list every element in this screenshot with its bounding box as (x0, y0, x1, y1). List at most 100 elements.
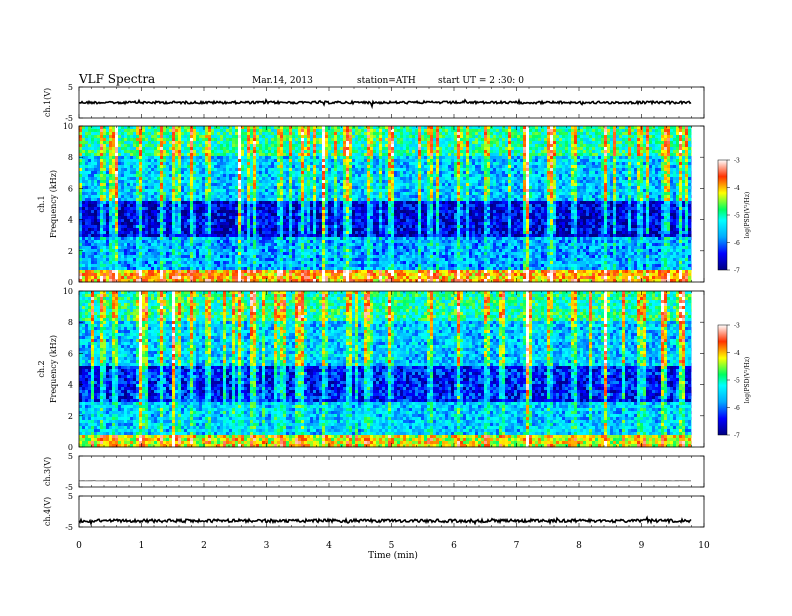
spectrogram-cell (82, 165, 85, 168)
spectrogram-cell (253, 135, 256, 138)
spectrogram-cell (307, 216, 310, 219)
spectrogram-cell (160, 270, 163, 273)
spectrogram-cell (112, 207, 115, 210)
spectrogram-cell (172, 252, 175, 255)
spectrogram-cell (148, 216, 151, 219)
spectrogram-cell (271, 252, 274, 255)
spectrogram-cell (283, 267, 286, 270)
spectrogram-cell (106, 195, 109, 198)
spectrogram-cell (88, 252, 91, 255)
spectrogram-cell (292, 183, 295, 186)
spectrogram-cell (295, 153, 298, 156)
spectrogram-cell (163, 231, 166, 234)
spectrogram-cell (163, 144, 166, 147)
spectrogram-cell (208, 258, 211, 261)
spectrogram-cell (211, 276, 214, 279)
spectrogram-cell (259, 204, 262, 207)
spectrogram-cell (106, 177, 109, 180)
spectrogram-cell (145, 150, 148, 153)
spectrogram-cell (139, 246, 142, 249)
spectrogram-cell (139, 213, 142, 216)
spectrogram-cell (238, 219, 241, 222)
spectrogram-cell (352, 222, 355, 225)
spectrogram-cell (106, 243, 109, 246)
spectrogram-cell (124, 138, 127, 141)
spectrogram-cell (157, 126, 160, 129)
spectrogram-cell (262, 231, 265, 234)
spectrogram-cell (139, 126, 142, 129)
spectrogram-cell (127, 264, 130, 267)
spectrogram-cell (325, 138, 328, 141)
spectrogram-cell (343, 147, 346, 150)
spectrogram-cell (214, 216, 217, 219)
spectrogram-cell (220, 264, 223, 267)
spectrogram-cell (280, 222, 283, 225)
spectrogram-cell (343, 174, 346, 177)
spectrogram-cell (301, 240, 304, 243)
spectrogram-cell (343, 270, 346, 273)
spectrogram-cell (238, 216, 241, 219)
spectrogram-cell (160, 168, 163, 171)
spectrogram-cell (286, 195, 289, 198)
spectrogram-cell (193, 216, 196, 219)
spectrogram-cell (151, 270, 154, 273)
spectrogram-cell (280, 138, 283, 141)
spectrogram-cell (295, 261, 298, 264)
spectrogram-cell (280, 237, 283, 240)
spectrogram-cell (187, 150, 190, 153)
spectrogram-cell (196, 222, 199, 225)
spectrogram-cell (133, 183, 136, 186)
spectrogram-cell (358, 240, 361, 243)
spectrogram-cell (355, 171, 358, 174)
spectrogram-cell (349, 165, 352, 168)
spectrogram-cell (112, 213, 115, 216)
spectrogram-cell (325, 177, 328, 180)
spectrogram-cell (163, 273, 166, 276)
spectrogram-cell (154, 153, 157, 156)
spectrogram-cell (337, 249, 340, 252)
spectrogram-cell (259, 270, 262, 273)
spectrogram-cell (85, 234, 88, 237)
spectrogram-cell (124, 129, 127, 132)
spectrogram-cell (91, 189, 94, 192)
spectrogram-cell (277, 219, 280, 222)
spectrogram-cell (355, 198, 358, 201)
spectrogram-cell (295, 216, 298, 219)
spectrogram-cell (298, 201, 301, 204)
spectrogram-cell (100, 204, 103, 207)
spectrogram-cell (118, 234, 121, 237)
spectrogram-cell (181, 201, 184, 204)
spectrogram-cell (106, 255, 109, 258)
spectrogram-cell (115, 216, 118, 219)
spectrogram-cell (118, 225, 121, 228)
spectrogram-cell (358, 258, 361, 261)
spectrogram-cell (346, 174, 349, 177)
spectrogram-cell (217, 237, 220, 240)
spectrogram-cell (319, 177, 322, 180)
spectrogram-cell (304, 210, 307, 213)
spectrogram-cell (286, 147, 289, 150)
spectrogram-cell (190, 183, 193, 186)
spectrogram-cell (133, 192, 136, 195)
spectrogram-cell (175, 267, 178, 270)
spectrogram-cell (169, 210, 172, 213)
spectrogram-cell (298, 141, 301, 144)
spectrogram-cell (352, 141, 355, 144)
spectrogram-cell (343, 126, 346, 129)
spectrogram-cell (259, 132, 262, 135)
spectrogram-cell (172, 246, 175, 249)
spectrogram-cell (112, 237, 115, 240)
spectrogram-cell (229, 177, 232, 180)
spectrogram-cell (181, 174, 184, 177)
spectrogram-cell (130, 150, 133, 153)
spectrogram-cell (265, 216, 268, 219)
spectrogram-cell (88, 159, 91, 162)
spectrogram-cell (220, 168, 223, 171)
spectrogram-cell (319, 168, 322, 171)
spectrogram-cell (226, 249, 229, 252)
spectrogram-cell (322, 255, 325, 258)
spectrogram-cell (139, 141, 142, 144)
spectrogram-cell (217, 273, 220, 276)
spectrogram-cell (280, 132, 283, 135)
spectrogram-cell (268, 162, 271, 165)
